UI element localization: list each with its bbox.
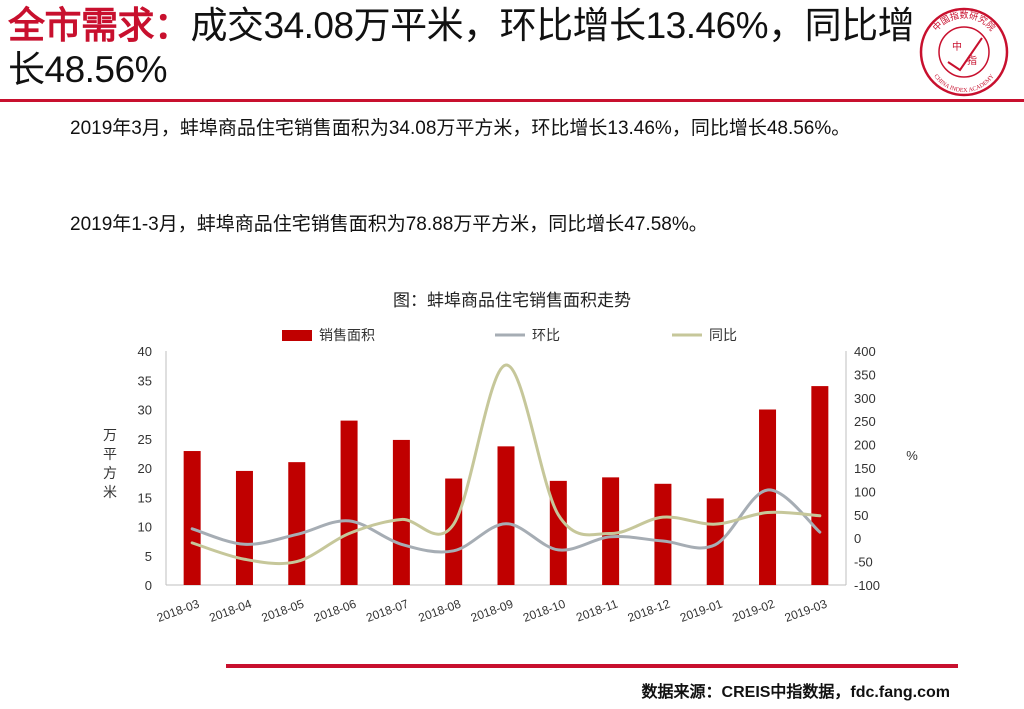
y-tick-label: 40 [138, 344, 152, 359]
bar-2019-03 [811, 386, 829, 585]
y2-tick-label: 300 [854, 391, 876, 406]
y2-tick-label: 50 [854, 508, 868, 523]
title-prefix: 全市需求： [8, 5, 191, 46]
x-tick-label: 2019-03 [783, 597, 829, 625]
x-tick-label: 2018-06 [312, 597, 358, 625]
bar-2018-05 [288, 462, 306, 585]
x-tick-label: 2018-05 [260, 597, 306, 625]
series-line-yoy [190, 363, 822, 566]
series-line-mom [190, 488, 822, 554]
y2-tick-label: 250 [854, 414, 876, 429]
y-tick-label: 25 [138, 432, 152, 447]
title-divider [0, 99, 1024, 102]
y-tick-label: 35 [138, 373, 152, 388]
bar-2018-11 [602, 477, 620, 585]
y2-axis-label: % [906, 448, 918, 463]
logo-inner-ring [938, 26, 990, 78]
x-tick-label: 2018-08 [417, 597, 463, 625]
y2-tick-label: 400 [854, 344, 876, 359]
y-axis-label-char: 平 [103, 446, 117, 462]
y-tick-label: 20 [138, 461, 152, 476]
x-tick-label: 2018-11 [574, 597, 620, 625]
chart-title: 图：蚌埠商品住宅销售面积走势 [393, 291, 631, 310]
x-tick-label: 2018-04 [207, 597, 253, 625]
summary-paragraph-2: 2019年1-3月，蚌埠商品住宅销售面积为78.88万平方米，同比增长47.58… [70, 214, 708, 235]
y2-tick-label: 100 [854, 484, 876, 499]
summary-paragraph-1: 2019年3月，蚌埠商品住宅销售面积为34.08万平方米，环比增长13.46%，… [70, 118, 851, 139]
bar-2018-12 [654, 483, 672, 585]
bar-2018-06 [340, 420, 358, 585]
y-axis-label-char: 米 [103, 484, 117, 500]
legend-label: 同比 [709, 327, 737, 343]
y2-tick-label: -100 [854, 578, 880, 593]
legend-label: 销售面积 [319, 327, 375, 343]
sales-area-chart: 0 5 10 15 20 25 30 35 40 -100 -50 0 50 100 150 200 250 30… [103, 327, 918, 625]
x-tick-label: 2019-01 [678, 597, 724, 625]
y2-tick-label: 0 [854, 531, 861, 546]
data-source: 数据来源：CREIS中指数据，fdc.fang.com [641, 684, 950, 701]
bar-2018-08 [445, 478, 463, 585]
bar-2019-01 [706, 498, 724, 585]
title-rest: 成交34.08万平米，环比增长13.46%，同比增长48.56% [8, 5, 915, 90]
y-tick-label: 10 [138, 520, 152, 535]
y-tick-label: 0 [145, 578, 152, 593]
legend-label: 环比 [532, 327, 560, 343]
bar-2019-02 [759, 409, 777, 585]
y2-tick-label: 350 [854, 367, 876, 382]
page-title: 全市需求：成交34.08万平米，环比增长13.46%，同比增长48.56% [8, 4, 918, 92]
x-tick-label: 2018-09 [469, 597, 515, 625]
bar-2018-07 [392, 439, 410, 585]
x-tick-label: 2018-03 [155, 597, 201, 625]
x-tick-label: 2018-10 [521, 597, 567, 625]
y-tick-label: 30 [138, 403, 152, 418]
y2-tick-label: 200 [854, 438, 876, 453]
logo-top-text: 中国指数研究院 [930, 9, 998, 34]
x-tick-label: 2018-12 [626, 597, 672, 625]
logo-check-mark [947, 37, 983, 72]
x-tick-label: 2018-07 [364, 597, 410, 625]
y-tick-label: 15 [138, 490, 152, 505]
y-axis-label-char: 万 [103, 427, 117, 443]
logo-center-1: 中 [952, 40, 962, 53]
legend-swatch-sales [282, 330, 312, 341]
bar-2018-09 [497, 446, 515, 585]
y-tick-label: 5 [145, 549, 152, 564]
logo-outer-ring [919, 7, 1009, 97]
y2-tick-label: -50 [854, 555, 873, 570]
bar-2018-04 [235, 470, 253, 585]
y2-tick-label: 150 [854, 461, 876, 476]
footer-divider [226, 664, 958, 668]
y-axis-label-char: 方 [103, 465, 117, 481]
logo-center-2: 指 [967, 54, 977, 67]
bar-2018-03 [183, 451, 201, 585]
bar-2018-10 [549, 480, 567, 585]
x-tick-label: 2019-02 [730, 597, 776, 625]
china-index-academy-logo: 中国指数研究院 CHINA INDEX ACADEMY 中 指 [919, 7, 1009, 97]
